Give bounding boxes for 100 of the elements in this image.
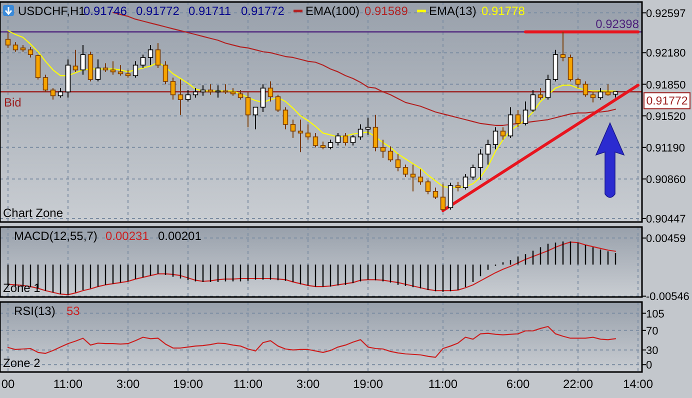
candlestick — [448, 182, 454, 210]
candlestick — [192, 88, 198, 98]
candlestick — [58, 88, 64, 98]
candlestick — [462, 174, 468, 190]
legend-label: EMA(13) — [429, 4, 476, 18]
candlestick — [298, 119, 304, 153]
legend-label: EMA(100) — [306, 4, 360, 18]
candlestick — [95, 58, 101, 82]
candlestick — [260, 84, 266, 112]
candlestick — [50, 88, 56, 100]
candlestick — [42, 74, 48, 92]
candlestick — [470, 164, 476, 180]
candlestick — [455, 181, 461, 192]
candlestick — [432, 187, 438, 200]
candlestick — [485, 139, 491, 166]
candlestick — [268, 80, 274, 102]
candlestick — [245, 91, 251, 128]
candlestick — [5, 32, 11, 48]
chart-title: MACD(12,55,7) — [14, 229, 98, 243]
x-tick-label: 00 — [1, 377, 15, 391]
annotation: 0.00231 — [106, 229, 150, 243]
candlestick — [372, 114, 378, 152]
candlestick — [388, 146, 394, 162]
candlestick — [440, 183, 446, 212]
candlestick — [238, 90, 244, 100]
candlestick — [72, 49, 78, 72]
x-tick-label: 11:00 — [428, 377, 458, 391]
candlestick — [500, 126, 506, 140]
candlestick — [12, 42, 18, 52]
candlestick — [350, 134, 356, 146]
candlestick — [575, 77, 581, 89]
candlestick — [208, 84, 214, 96]
candlestick — [530, 90, 536, 112]
candlestick — [590, 91, 596, 103]
candlestick — [312, 132, 318, 148]
candlestick — [605, 84, 611, 96]
candlestick — [222, 84, 228, 94]
y-tick-label: 0.91520 — [646, 110, 686, 123]
chart-title: RSI(13) — [14, 304, 56, 318]
y-tick-label: 0.00459 — [646, 233, 686, 246]
candlestick — [365, 117, 371, 136]
x-tick-label: 11:00 — [233, 377, 263, 391]
candlestick — [418, 168, 424, 186]
candlestick — [275, 94, 281, 112]
candlestick — [162, 60, 168, 85]
x-tick-label: 14:00 — [622, 377, 654, 391]
chart-title: USDCHF,H1 — [18, 4, 86, 18]
candlestick — [342, 132, 348, 146]
candlestick — [170, 77, 176, 100]
candlestick — [380, 139, 386, 158]
candlestick — [28, 46, 34, 58]
candlestick — [402, 164, 408, 178]
annotation: 0.00201 — [158, 229, 202, 243]
line-series — [7, 326, 616, 358]
y-tick-label: 0.91190 — [646, 142, 685, 154]
candlestick — [200, 84, 206, 96]
candlestick — [425, 179, 431, 195]
candlestick — [538, 88, 544, 100]
candlestick — [568, 54, 574, 82]
candlestick — [140, 54, 146, 68]
candlestick — [185, 90, 191, 102]
candlestick — [282, 106, 288, 130]
y-tick-label: 0.92180 — [646, 48, 686, 60]
candlestick — [252, 106, 258, 130]
candlestick — [328, 139, 334, 150]
y-tick-label: 0.90447 — [646, 213, 686, 226]
candlestick — [132, 60, 138, 78]
candlestick — [522, 100, 528, 126]
candlestick — [582, 80, 588, 98]
annotation: 0.91589 — [364, 4, 408, 18]
annotation: 0.92398 — [596, 16, 640, 31]
y-tick-label: 70 — [646, 325, 658, 338]
candlestick — [508, 106, 514, 138]
candlestick — [598, 88, 604, 100]
candlestick — [560, 31, 566, 62]
y-tick-label: 30 — [646, 344, 658, 357]
text: Zone 2 — [3, 356, 41, 370]
candlestick — [410, 164, 416, 192]
candlestick — [358, 124, 364, 140]
annotation: 0.91711 — [188, 4, 232, 18]
y-tick-label: 0.92597 — [646, 8, 686, 20]
text: 0.91772 — [646, 96, 688, 108]
candlestick — [178, 78, 184, 116]
candlestick — [215, 84, 221, 98]
y-tick-label: 0.90860 — [646, 174, 686, 186]
y-tick-label: 105 — [646, 308, 664, 320]
y-tick-label: -0.00546 — [646, 291, 690, 304]
candlestick — [80, 44, 86, 76]
candlestick — [478, 148, 484, 180]
x-tick-label: 19:00 — [352, 377, 384, 391]
candlestick — [335, 132, 341, 146]
y-tick-label: 0 — [646, 360, 652, 372]
text: Chart Zone — [3, 206, 64, 220]
annotation: 0.91778 — [482, 4, 526, 18]
candlestick — [492, 126, 498, 150]
y-tick-label: 0.91850 — [646, 79, 686, 92]
candlestick — [148, 44, 154, 66]
annotation: 0.91746 — [84, 4, 128, 18]
x-tick-label: 11:00 — [53, 377, 83, 391]
candlestick — [290, 119, 296, 138]
